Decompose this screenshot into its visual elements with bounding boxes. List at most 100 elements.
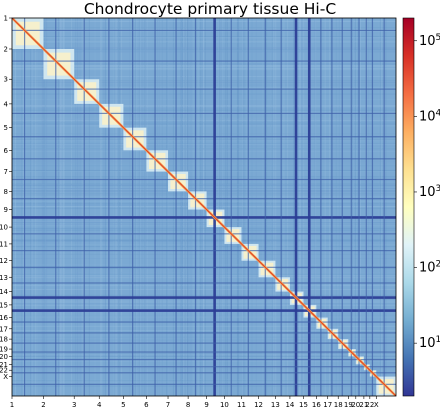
- texture-column: [157, 18, 158, 396]
- texture-row: [12, 149, 396, 150]
- texture-column: [107, 18, 109, 396]
- texture-column: [287, 18, 289, 396]
- contact-matrix: [12, 18, 396, 396]
- x-tick-label-11: 11: [237, 401, 246, 409]
- gap-row: [12, 372, 396, 374]
- texture-row: [12, 316, 396, 318]
- texture-row: [12, 144, 396, 145]
- texture-column: [21, 18, 23, 396]
- texture-column: [181, 18, 182, 396]
- texture-column: [255, 18, 257, 396]
- texture-column: [385, 18, 387, 396]
- texture-column: [100, 18, 102, 396]
- texture-column: [352, 18, 354, 396]
- texture-column: [56, 18, 58, 396]
- gap-column: [350, 18, 352, 396]
- x-tick-label-X: X: [374, 401, 379, 409]
- texture-column: [43, 18, 45, 396]
- texture-row: [12, 185, 396, 187]
- texture-row: [12, 221, 396, 222]
- gap-row: [12, 321, 396, 323]
- texture-row: [12, 330, 396, 332]
- texture-row: [12, 385, 396, 387]
- texture-row: [12, 31, 396, 33]
- gap-column: [83, 18, 85, 396]
- x-tick-label-21: 21: [359, 401, 368, 409]
- texture-column: [329, 18, 331, 396]
- texture-row: [12, 275, 396, 277]
- colorbar-tick-label: 101: [419, 335, 440, 351]
- y-tick-label-5: 5: [4, 124, 8, 132]
- gap-row: [12, 29, 396, 31]
- texture-row: [12, 183, 396, 185]
- y-tick-label-15: 15: [0, 301, 8, 309]
- texture-row: [12, 316, 396, 318]
- texture-row: [12, 379, 396, 381]
- texture-row: [12, 355, 396, 357]
- texture-column: [121, 18, 123, 396]
- gap-row: [12, 282, 396, 284]
- texture-column: [42, 18, 44, 396]
- colorbar: [402, 17, 415, 397]
- texture-column: [185, 18, 187, 396]
- x-tick-label-7: 7: [166, 401, 170, 409]
- texture-row: [12, 220, 396, 222]
- texture-column: [297, 18, 299, 396]
- texture-column: [275, 18, 277, 396]
- texture-column: [147, 18, 148, 396]
- gap-column: [371, 18, 374, 396]
- gap-row: [12, 88, 396, 90]
- texture-column: [356, 18, 357, 396]
- texture-row: [12, 82, 396, 84]
- texture-row: [12, 80, 396, 82]
- texture-column: [353, 18, 354, 396]
- texture-row: [12, 358, 396, 360]
- texture-row: [12, 222, 396, 223]
- texture-row: [12, 50, 396, 52]
- texture-column: [219, 18, 221, 396]
- texture-column: [266, 18, 268, 396]
- texture-column: [338, 18, 340, 396]
- texture-column: [372, 18, 374, 396]
- texture-row: [12, 142, 396, 144]
- texture-row: [12, 148, 396, 150]
- y-tick-label-7: 7: [4, 168, 8, 176]
- x-tick-label-18: 18: [334, 401, 343, 409]
- texture-column: [378, 18, 380, 396]
- texture-column: [138, 18, 140, 396]
- texture-column: [36, 18, 38, 396]
- texture-row: [12, 87, 396, 89]
- texture-row: [12, 119, 396, 121]
- texture-column: [105, 18, 106, 396]
- gap-row: [12, 178, 396, 181]
- gap-column: [194, 18, 197, 396]
- colorbar-tick-label: 102: [419, 260, 440, 276]
- texture-column: [355, 18, 357, 396]
- texture-row: [12, 289, 396, 290]
- gap-row: [12, 383, 396, 385]
- texture-row: [12, 61, 396, 63]
- texture-column: [293, 18, 295, 396]
- texture-column: [115, 18, 117, 396]
- texture-column: [225, 18, 227, 396]
- texture-column: [76, 18, 78, 396]
- texture-column: [335, 18, 337, 396]
- gap-column: [294, 18, 298, 396]
- y-tick-label-8: 8: [4, 188, 8, 196]
- gap-column: [358, 18, 360, 396]
- texture-row: [12, 122, 396, 124]
- diagonal-core: [12, 18, 396, 396]
- texture-column: [119, 18, 121, 396]
- texture-column: [136, 18, 138, 396]
- texture-row: [12, 188, 396, 190]
- texture-row: [12, 48, 396, 50]
- gap-column: [383, 18, 385, 396]
- texture-column: [30, 18, 32, 396]
- texture-row: [12, 50, 396, 51]
- texture-column: [113, 18, 115, 396]
- texture-row: [12, 325, 396, 327]
- x-tick-label-16: 16: [312, 401, 321, 409]
- texture-row: [12, 99, 396, 101]
- y-tick-label-3: 3: [4, 76, 8, 84]
- texture-row: [12, 302, 396, 304]
